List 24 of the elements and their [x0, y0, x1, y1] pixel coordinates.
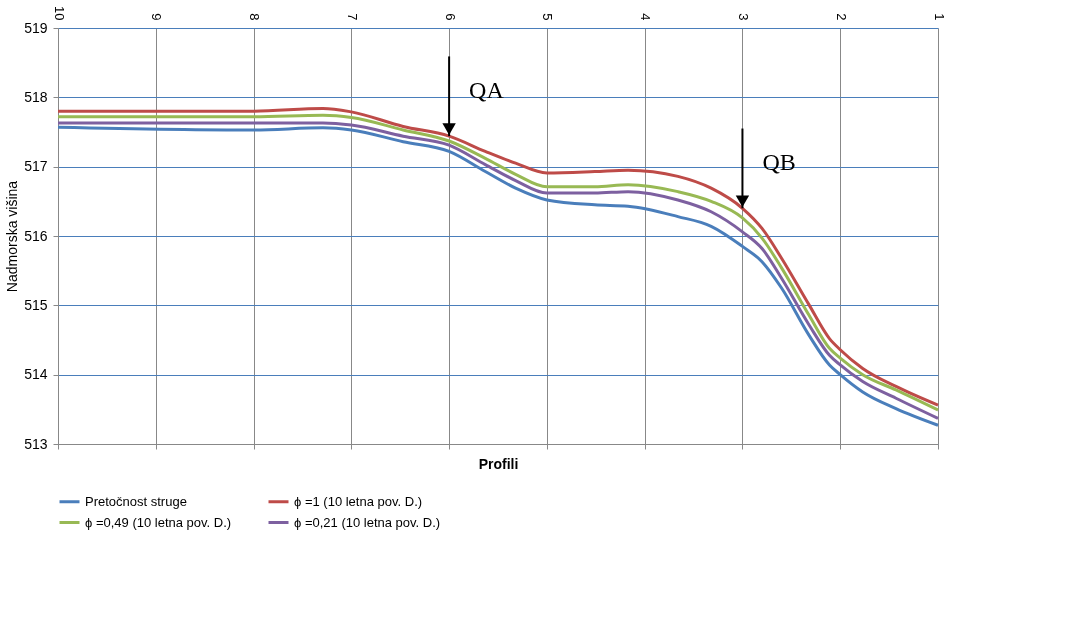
x-tick-label: 5 [540, 13, 556, 21]
y-tick-label: 516 [24, 227, 48, 244]
y-tick-label: 518 [24, 88, 48, 105]
legend-label: ϕ =1 (10 letna pov. D.) [294, 493, 423, 509]
x-tick-label: 7 [344, 13, 360, 21]
x-tick-label: 1 [931, 13, 947, 21]
x-tick-label: 2 [833, 13, 849, 21]
x-tick-label: 9 [149, 13, 165, 21]
x-tick-label: 6 [442, 13, 458, 21]
y-tick-label: 514 [24, 366, 48, 383]
y-axis-title: Nadmorska višina [4, 180, 21, 293]
x-tick-label: 10 [51, 6, 67, 21]
x-axis-title: Profili [478, 456, 519, 472]
x-tick-label: 8 [247, 13, 263, 21]
y-tick-label: 519 [24, 19, 48, 36]
legend-label: Pretočnost struge [85, 493, 187, 509]
y-tick-label: 515 [24, 296, 48, 313]
legend-label: ϕ =0,21 (10 letna pov. D.) [294, 514, 441, 530]
annotation: QA [469, 77, 505, 104]
y-tick-label: 513 [24, 435, 48, 452]
legend-label: ϕ =0,49 (10 letna pov. D.) [85, 514, 232, 530]
x-tick-label: 4 [638, 13, 654, 21]
y-tick-label: 517 [24, 158, 48, 175]
x-tick-label: 3 [735, 13, 751, 21]
